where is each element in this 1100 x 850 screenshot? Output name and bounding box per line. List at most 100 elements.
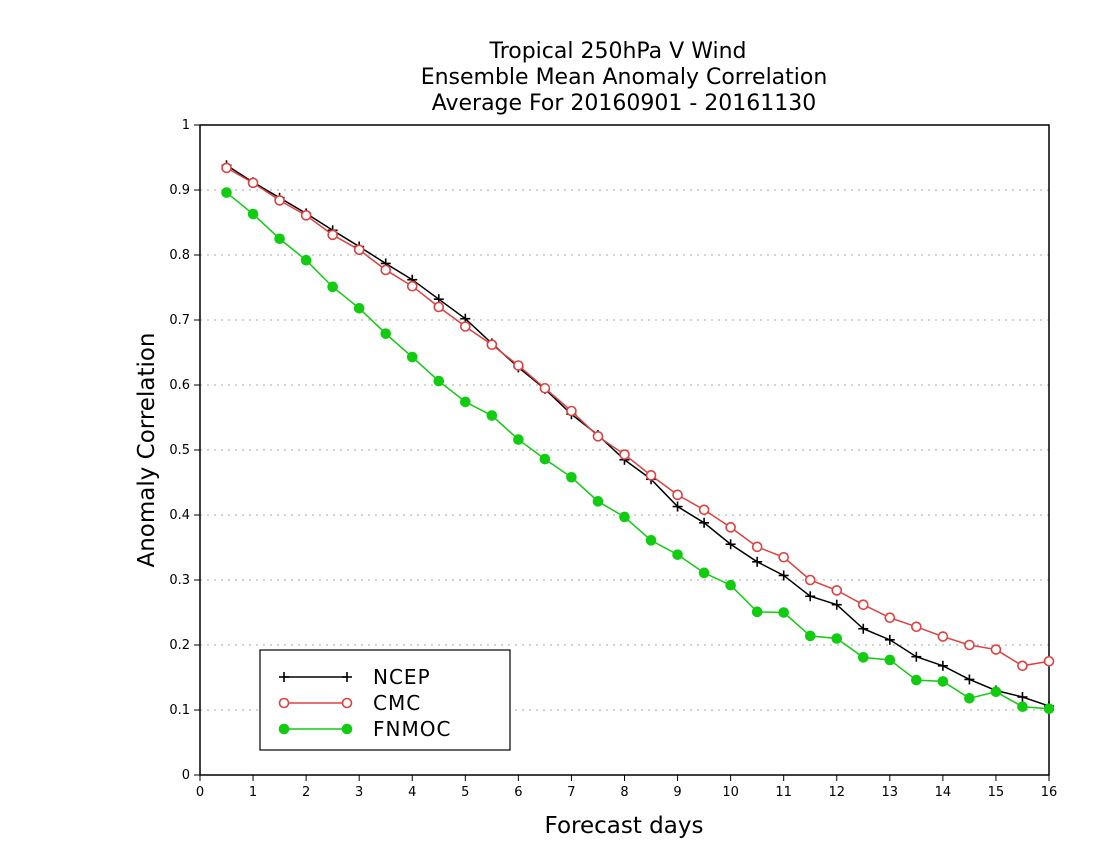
y-tick-label: 0.7 [169, 313, 190, 328]
data-point [831, 633, 843, 644]
data-point [486, 410, 498, 421]
data-point [566, 405, 577, 417]
data-point [380, 264, 392, 276]
data-point [672, 549, 683, 560]
x-tick-label: 10 [722, 785, 739, 800]
y-tick-label: 0.8 [169, 248, 190, 263]
data-point [990, 644, 1002, 655]
data-point [672, 489, 683, 501]
y-tick-label: 0.9 [169, 183, 190, 198]
x-tick-label: 13 [882, 785, 899, 800]
chart-title: Tropical 250hPa V Wind Ensemble Mean Ano… [421, 39, 828, 116]
data-point [672, 501, 683, 512]
legend-marker [279, 672, 289, 682]
data-point [327, 281, 338, 293]
data-point [221, 187, 232, 198]
data-point [778, 607, 789, 618]
series-line [226, 192, 1050, 710]
x-axis-label: Forecast days [545, 813, 704, 839]
y-tick-label: 0.1 [169, 703, 190, 718]
x-tick-label: 1 [249, 785, 257, 800]
legend-label: FNMOC [373, 717, 451, 741]
y-tick-label: 0.2 [169, 638, 190, 653]
series-fnmoc [221, 187, 1055, 715]
data-point [884, 654, 896, 666]
plot-frame [199, 124, 1050, 776]
data-point [433, 301, 445, 313]
legend-entry-cmc: CMC [278, 691, 421, 715]
data-point [300, 210, 312, 221]
grid-lines [200, 189, 1049, 711]
data-point [964, 674, 975, 685]
y-tick-label: 1 [182, 118, 190, 133]
data-point [911, 621, 922, 633]
data-point [699, 517, 710, 528]
data-point [937, 676, 949, 687]
data-point [513, 360, 524, 371]
x-tick-label: 15 [988, 785, 1005, 800]
data-point [1017, 701, 1028, 713]
data-point [778, 551, 789, 563]
x-tick-label: 9 [673, 785, 681, 800]
data-point [353, 244, 365, 256]
data-point [566, 472, 577, 483]
data-point [221, 162, 232, 174]
y-tick-label: 0.4 [169, 508, 190, 523]
data-point [539, 453, 551, 465]
x-tick-label: 12 [828, 785, 845, 800]
data-point [937, 660, 948, 671]
data-point [1017, 692, 1028, 702]
x-tick-label: 0 [196, 785, 204, 800]
data-point [460, 321, 471, 332]
data-point [831, 599, 842, 610]
data-point [751, 606, 763, 618]
data-point [804, 630, 816, 642]
data-point [964, 693, 975, 704]
x-tick-label: 5 [461, 785, 469, 800]
y-axis-label: Anomaly Correlation [134, 332, 160, 567]
y-tick-label: 0 [182, 768, 190, 783]
data-point [619, 449, 630, 460]
data-point [645, 470, 657, 481]
legend-label: CMC [373, 691, 421, 715]
legend-marker [342, 672, 352, 682]
data-point [964, 639, 975, 651]
y-tick-label: 0.5 [169, 443, 190, 458]
data-point [778, 570, 789, 581]
x-tick-label: 16 [1041, 785, 1058, 800]
legend-entry-fnmoc: FNMOC [278, 717, 451, 741]
data-point [486, 339, 498, 351]
data-point [937, 631, 949, 642]
data-point [698, 567, 710, 579]
data-point [327, 229, 338, 241]
x-tick-label: 4 [408, 785, 416, 800]
data-point [645, 535, 657, 546]
data-point [247, 177, 259, 189]
series-line [226, 167, 1050, 667]
data-point [592, 431, 604, 442]
series-cmc [221, 162, 1055, 672]
data-point [725, 522, 736, 533]
data-point [274, 195, 285, 206]
title-line-2: Ensemble Mean Anomaly Correlation [421, 65, 828, 90]
data-point [406, 280, 418, 292]
title-line-1: Tropical 250hPa V Wind [488, 39, 746, 64]
data-point [380, 328, 392, 339]
data-point [274, 233, 285, 245]
axis-ticks: 00.10.20.30.40.50.60.70.80.910 1 2 3 4 5 6 7 8 9 1… [169, 118, 1057, 800]
legend-marker [341, 723, 353, 735]
x-tick-label: 7 [567, 785, 575, 800]
data-point [1017, 660, 1028, 672]
data-point [858, 623, 869, 634]
data-point [247, 208, 259, 220]
data-point [805, 591, 816, 602]
x-tick-label: 6 [514, 785, 522, 800]
y-tick-label: 0.3 [169, 573, 190, 588]
legend-marker [278, 697, 290, 709]
x-tick-label: 8 [620, 785, 628, 800]
data-point [725, 539, 736, 550]
data-point [300, 254, 312, 266]
data-point [698, 504, 710, 516]
data-point [353, 303, 365, 314]
